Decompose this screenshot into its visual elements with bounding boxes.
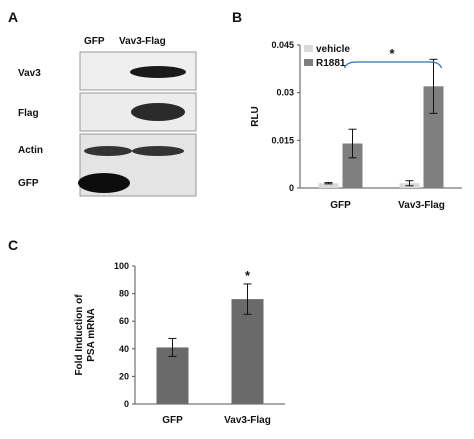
chart-c-category-label: GFP [162,415,183,426]
chart-c-y-tick-label: 60 [119,316,129,326]
chart-b-significance-bracket [343,61,443,69]
blot-column-gfp: GFP [84,36,105,47]
blot-band-actin-vav3 [132,146,184,156]
chart-b-legend-swatch [304,45,313,52]
chart-c-bar [231,299,264,404]
blot-row-actin: Actin [18,145,43,156]
chart-b-y-tick-label: 0.015 [271,135,294,145]
chart-b-y-tick-label: 0.03 [276,88,294,98]
blot-band-flag [131,103,185,121]
panel-a-letter: A [8,9,18,25]
blot-row-gfp: GFP [18,178,39,189]
chart-b: 0 0.015 0.03 0.045 RLU GFP Vav3-Flag vehicle R18… [250,40,462,211]
blot-row-flag: Flag [18,108,39,119]
chart-c-y-tick-label: 40 [119,344,129,354]
chart-b-bar-r1881 [342,143,363,188]
chart-c-y-tick-label: 20 [119,371,129,381]
chart-c-y-axis-title: PSA mRNA [86,308,97,362]
chart-b-category-label: Vav3-Flag [398,200,445,211]
blot-band-actin-gfp [84,146,132,156]
blot-row-vav3: Vav3 [18,68,41,79]
chart-c-category-label: Vav3-Flag [224,415,271,426]
panel-b-letter: B [232,9,242,25]
chart-b-legend-label: R1881 [316,58,346,69]
blot-image [78,51,197,197]
chart-c: 0 20 40 60 80 100 Fold Induction of PSA mRNA GFP… [74,261,285,426]
chart-c-y-tick-label: 0 [124,399,129,409]
chart-b-y-axis-title: RLU [250,106,261,127]
chart-b-category-label: GFP [330,200,351,211]
chart-c-y-axis-title: Fold Induction of [74,294,85,376]
chart-b-significance-star: * [389,46,395,61]
blot-band-gfp [78,173,130,193]
blot-band-vav3 [130,66,186,78]
chart-c-y-tick-label: 100 [114,261,129,271]
chart-b-y-tick-label: 0.045 [271,40,294,50]
chart-c-significance-star: * [245,268,251,283]
panel-c-letter: C [8,237,18,253]
chart-b-legend-label: vehicle [316,44,350,55]
chart-b-y-tick-label: 0 [289,183,294,193]
blot-column-vav3-flag: Vav3-Flag [119,36,166,47]
chart-b-legend-swatch [304,59,313,66]
chart-c-y-tick-label: 80 [119,289,129,299]
chart-b-bar-vehicle [318,183,339,188]
chart-b-bar-r1881 [423,86,444,188]
